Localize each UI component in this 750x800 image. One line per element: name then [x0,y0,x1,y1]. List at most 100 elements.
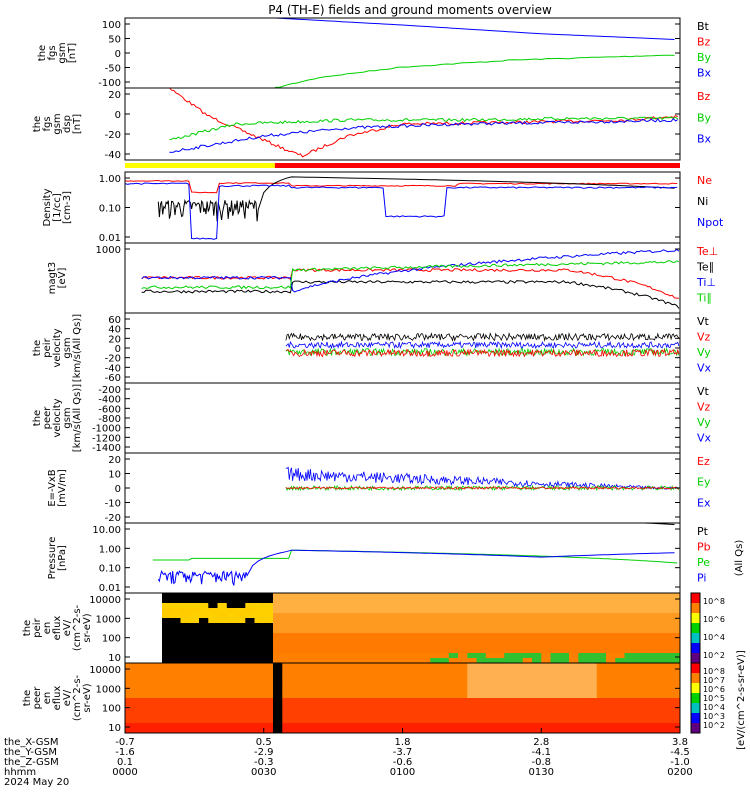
spec-cell [448,668,459,674]
spec-cell [282,618,293,624]
panel-5-data [285,332,680,358]
spec-cell [365,608,376,614]
spec-cell [485,678,496,684]
spec-cell [226,668,237,674]
spec-cell [171,628,182,634]
spec-cell [467,673,478,679]
spec-cell [180,663,191,669]
spec-cell [541,723,552,729]
spec-cell [504,683,515,689]
spec-cell [421,633,431,639]
spec-cell [513,603,524,609]
spec-cell [263,598,274,604]
spec-cell [615,613,626,619]
spec-cell [171,668,182,674]
spec-cell [300,613,311,619]
spec-cell [282,598,293,604]
spec-cell [411,628,422,634]
spec-cell [171,623,182,629]
spec-cell [578,708,589,714]
spec-cell [541,678,552,684]
spec-cell [347,603,357,609]
spec-cell [411,673,422,679]
spec-cell [245,703,256,709]
spec-cell [448,618,459,624]
spec-cell [615,603,626,609]
spec-cell [263,613,274,619]
spec-cell [652,708,663,714]
spec-cell [254,628,265,634]
spec-cell [300,633,311,639]
spec-cell [458,663,468,669]
spec-cell [402,653,413,659]
spec-cell [337,708,348,714]
spec-cell [347,708,357,714]
spec-cell [393,698,404,704]
spec-cell [365,698,376,704]
spec-cell [606,673,616,679]
spec-cell [670,613,680,619]
spec-cell [670,658,680,663]
spec-cell [347,598,357,604]
spec-cell [134,703,145,709]
x-row-value: 1.8 [395,737,411,748]
spec-cell [263,693,274,699]
spec-cell [189,613,200,619]
legend-label: Ex [697,496,711,509]
spec-cell [596,613,607,619]
spec-cell [513,613,524,619]
spec-cell [356,633,367,639]
spec-cell [643,608,653,614]
spec-cell [236,633,246,639]
spec-cell [541,713,552,719]
spec-cell [513,718,524,724]
spec-cell [606,608,616,614]
spec-cell [559,713,570,719]
spec-cell [180,688,191,694]
spec-cell [337,703,348,709]
spec-cell [495,698,505,704]
spec-cell [550,613,561,619]
spec-cell [384,658,394,663]
status-bar-yellow [125,163,275,168]
spec-cell [402,618,413,624]
spec-cell [467,643,478,649]
spec-cell [245,633,256,639]
spec-cell [439,623,450,629]
spec-cell [291,608,302,614]
spec-cell [356,623,367,629]
spec-cell [439,693,450,699]
spec-cell [569,698,579,704]
colorbar: 10^810^610^410^2 [690,592,725,664]
spec-cell [430,723,441,729]
panel-2-data [169,88,679,158]
spec-cell [402,708,413,714]
panel-8-data [152,523,678,586]
spec-cell [421,608,431,614]
spec-cell [587,653,598,659]
spec-cell [365,713,376,719]
spec-cell [393,688,404,694]
spec-cell [587,728,598,733]
spec-cell [245,603,256,609]
spec-cell [134,608,145,614]
spec-cell [347,723,357,729]
spec-cell [485,713,496,719]
spec-cell [485,658,496,663]
spec-cell [236,708,246,714]
spec-cell [245,598,256,604]
spec-cell [319,608,330,614]
spec-cell [439,608,450,614]
spec-cell [615,698,626,704]
spec-cell [254,663,265,669]
spec-cell [254,633,265,639]
spec-cell [263,648,274,654]
spec-cell [670,633,680,639]
spec-cell [439,628,450,634]
spec-cell [550,603,561,609]
spec-cell [337,613,348,619]
spec-cell [300,688,311,694]
spec-cell [199,628,209,634]
y-axis-label: gsm [62,337,73,358]
